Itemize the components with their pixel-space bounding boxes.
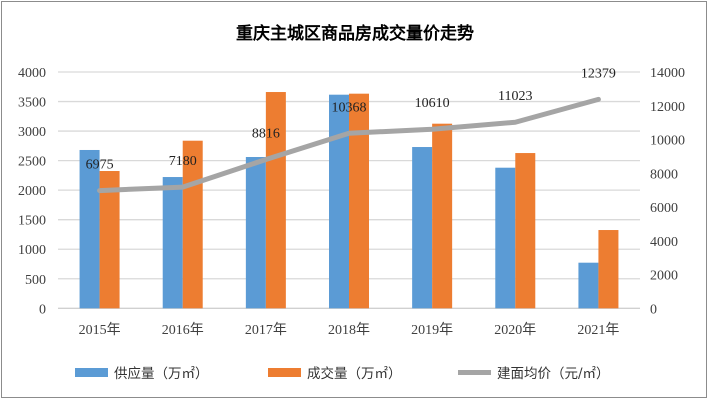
y-left-tick-label: 0 xyxy=(39,302,46,317)
legend-swatch xyxy=(75,368,108,377)
y-left-tick-label: 2000 xyxy=(18,184,46,199)
transaction-bar xyxy=(349,93,369,309)
y-right-tick-label: 10000 xyxy=(650,134,685,149)
supply-bar xyxy=(162,177,183,309)
supply-bar xyxy=(245,157,266,309)
supply-bar xyxy=(79,149,100,309)
legend-label: 供应量（万㎡） xyxy=(114,365,209,382)
price-data-label: 8816 xyxy=(252,126,280,141)
y-left-tick-label: 3000 xyxy=(18,125,46,140)
y-right-tick-label: 12000 xyxy=(650,100,685,115)
price-data-label: 10610 xyxy=(415,96,450,111)
y-right-tick-label: 4000 xyxy=(650,235,678,250)
price-data-label: 6975 xyxy=(86,158,114,173)
y-left-tick-label: 4000 xyxy=(18,66,46,81)
x-tick-label: 2017年 xyxy=(245,322,287,338)
y-left-tick-label: 500 xyxy=(25,273,46,288)
transaction-bar xyxy=(515,153,536,309)
transaction-bar xyxy=(99,171,120,309)
y-right-tick-label: 8000 xyxy=(650,167,678,182)
price-data-label: 11023 xyxy=(498,89,532,104)
transaction-bar xyxy=(432,123,453,309)
y-left-tick-label: 1000 xyxy=(18,243,46,258)
x-tick-label: 2018年 xyxy=(328,322,370,338)
y-left-tick-label: 2500 xyxy=(18,155,46,170)
x-tick-label: 2016年 xyxy=(162,322,204,338)
y-right-tick-label: 6000 xyxy=(650,201,678,216)
supply-bar xyxy=(578,262,599,309)
x-tick-label: 2020年 xyxy=(494,322,536,338)
y-left-tick-label: 1500 xyxy=(18,214,46,229)
supply-bar xyxy=(329,94,349,309)
chart-title: 重庆主城区商品房成交量价走势 xyxy=(236,23,474,44)
price-data-label: 7180 xyxy=(169,154,197,169)
x-tick-label: 2015年 xyxy=(79,322,121,338)
legend-label: 建面均价（元/㎡） xyxy=(497,366,610,382)
transaction-bar xyxy=(598,230,619,309)
y-right-tick-label: 2000 xyxy=(650,269,678,284)
y-right-tick-label: 0 xyxy=(650,302,657,317)
x-tick-label: 2019年 xyxy=(411,322,453,338)
transaction-bar xyxy=(265,92,286,309)
supply-bar xyxy=(495,167,516,309)
price-data-label: 12379 xyxy=(581,66,616,81)
price-line xyxy=(97,96,601,194)
legend-label: 成交量（万㎡） xyxy=(307,365,402,382)
supply-bar xyxy=(412,147,433,309)
x-tick-label: 2021年 xyxy=(577,322,619,338)
y-right-tick-label: 14000 xyxy=(650,66,685,81)
price-data-label: 10368 xyxy=(332,100,367,115)
legend-swatch xyxy=(268,368,301,377)
y-left-tick-label: 3500 xyxy=(18,96,46,111)
